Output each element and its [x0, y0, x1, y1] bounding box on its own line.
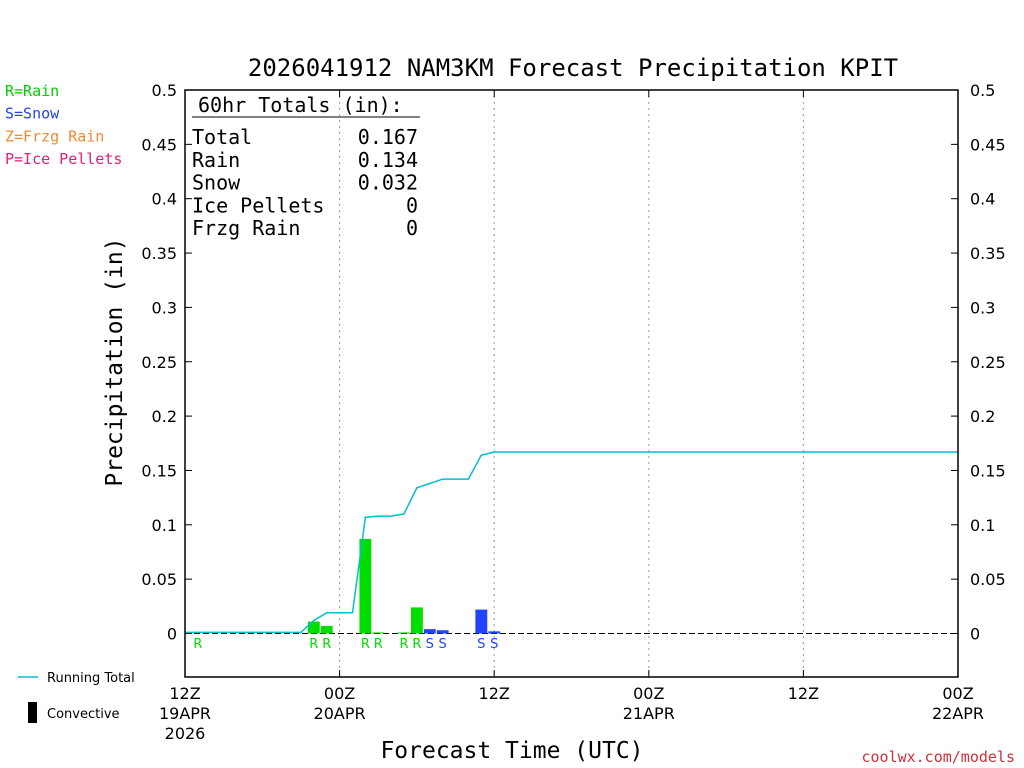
bar-type-label: R [374, 637, 383, 652]
bar-type-label: S [439, 637, 447, 652]
bar-type-label: R [412, 637, 421, 652]
x-tick-label: 20APR [314, 704, 366, 723]
legend-item: R=Rain [5, 82, 59, 100]
totals-row-value: 0.032 [358, 171, 418, 195]
convective-swatch [28, 702, 37, 723]
x-tick-label: 12Z [169, 684, 200, 703]
precip-bar [423, 629, 436, 634]
legend-item: S=Snow [5, 105, 60, 123]
y-tick-label-right: 0.4 [970, 190, 995, 209]
line-legend: Running Total Convective [18, 671, 135, 723]
running-total-line [185, 451, 958, 634]
y-tick-label-right: 0.15 [970, 461, 1006, 480]
x-axis-label: Forecast Time (UTC) [380, 738, 643, 764]
legend-item: P=Ice Pellets [5, 150, 122, 168]
y-tick-label-left: 0.4 [152, 190, 177, 209]
legend-item: Z=Frzg Rain [5, 127, 104, 145]
y-tick-label-right: 0.5 [970, 81, 995, 100]
bar-type-label: R [193, 637, 202, 652]
credit-text: coolwx.com/models [861, 748, 1015, 766]
y-tick-label-left: 0.35 [141, 244, 177, 263]
x-tick-label: 2026 [165, 724, 206, 743]
y-tick-label-left: 0 [167, 625, 177, 644]
y-tick-label-left: 0.05 [141, 570, 177, 589]
x-tick-label: 00Z [633, 684, 664, 703]
y-tick-label-left: 0.2 [152, 407, 177, 426]
x-tick-label: 00Z [324, 684, 355, 703]
precip-bar [359, 538, 372, 634]
precip-bar [307, 621, 320, 634]
y-tick-label-right: 0 [970, 625, 980, 644]
precip-bar [475, 609, 488, 634]
precip-bar [372, 632, 385, 634]
y-tick-label-right: 0.05 [970, 570, 1006, 589]
x-tick-label: 22APR [932, 704, 984, 723]
totals-box: 60hr Totals (in): Total 0.167 Rain 0.134 Snow… [192, 93, 420, 240]
chart-title: 2026041912 NAM3KM Forecast Precipitation… [248, 54, 898, 82]
y-tick-label-left: 0.25 [141, 353, 177, 372]
y-tick-label-left: 0.5 [152, 81, 177, 100]
totals-row-label: Rain [192, 148, 240, 172]
y-axis-label: Precipitation (in) [102, 237, 128, 486]
totals-row-value: 0 [406, 216, 418, 240]
precip-bar [436, 630, 449, 634]
totals-row-label: Ice Pellets [192, 193, 324, 217]
x-tick-label: 12Z [788, 684, 819, 703]
plot-frame [184, 89, 959, 678]
bar-type-label: R [399, 637, 408, 652]
plot-border [184, 89, 959, 678]
totals-row-label: Snow [192, 171, 241, 195]
bar-type-label: S [426, 637, 434, 652]
y-tick-label-left: 0.45 [141, 135, 177, 154]
y-tick-label-left: 0.3 [152, 298, 177, 317]
x-tick-label: 00Z [942, 684, 973, 703]
y-tick-label-left: 0.15 [141, 461, 177, 480]
totals-row-value: 0 [406, 193, 418, 217]
bar-type-label: R [309, 637, 318, 652]
y-tick-label-right: 0.3 [970, 298, 995, 317]
precip-bar [488, 631, 501, 634]
y-tick-label-right: 0.35 [970, 244, 1006, 263]
totals-row-label: Frzg Rain [192, 216, 300, 240]
bar-type-label: S [477, 637, 485, 652]
totals-row-value: 0.134 [358, 148, 418, 172]
x-tick-label: 12Z [479, 684, 510, 703]
totals-row-value: 0.167 [358, 125, 418, 149]
precip-bar [410, 607, 423, 634]
bar-type-label: R [361, 637, 370, 652]
y-tick-label-right: 0.1 [970, 516, 995, 535]
grid [185, 90, 958, 677]
y-tick-label-right: 0.45 [970, 135, 1006, 154]
running-total [185, 451, 958, 634]
totals-header: 60hr Totals (in): [198, 93, 403, 117]
legend-item: Convective [47, 707, 120, 722]
y-tick-label-right: 0.25 [970, 353, 1006, 372]
bar-type-label: R [322, 637, 331, 652]
y-tick-label-right: 0.2 [970, 407, 995, 426]
x-tick-label: 19APR [159, 704, 211, 723]
totals-row-label: Total [192, 125, 252, 149]
x-tick-label: 21APR [623, 704, 675, 723]
precip-bar [398, 632, 410, 634]
axis-ticks: 0 00.05 0.050.1 0.10.15 0.150.2 0.20.25 0.250.… [141, 81, 1005, 743]
legend-item: Running Total [47, 671, 135, 686]
y-tick-label-left: 0.1 [152, 516, 177, 535]
precip-bar [320, 625, 333, 634]
precip-type-legend: R=Rain S=Snow Z=Frzg Rain P=Ice Pellets [5, 82, 122, 168]
bar-type-label: S [490, 637, 498, 652]
